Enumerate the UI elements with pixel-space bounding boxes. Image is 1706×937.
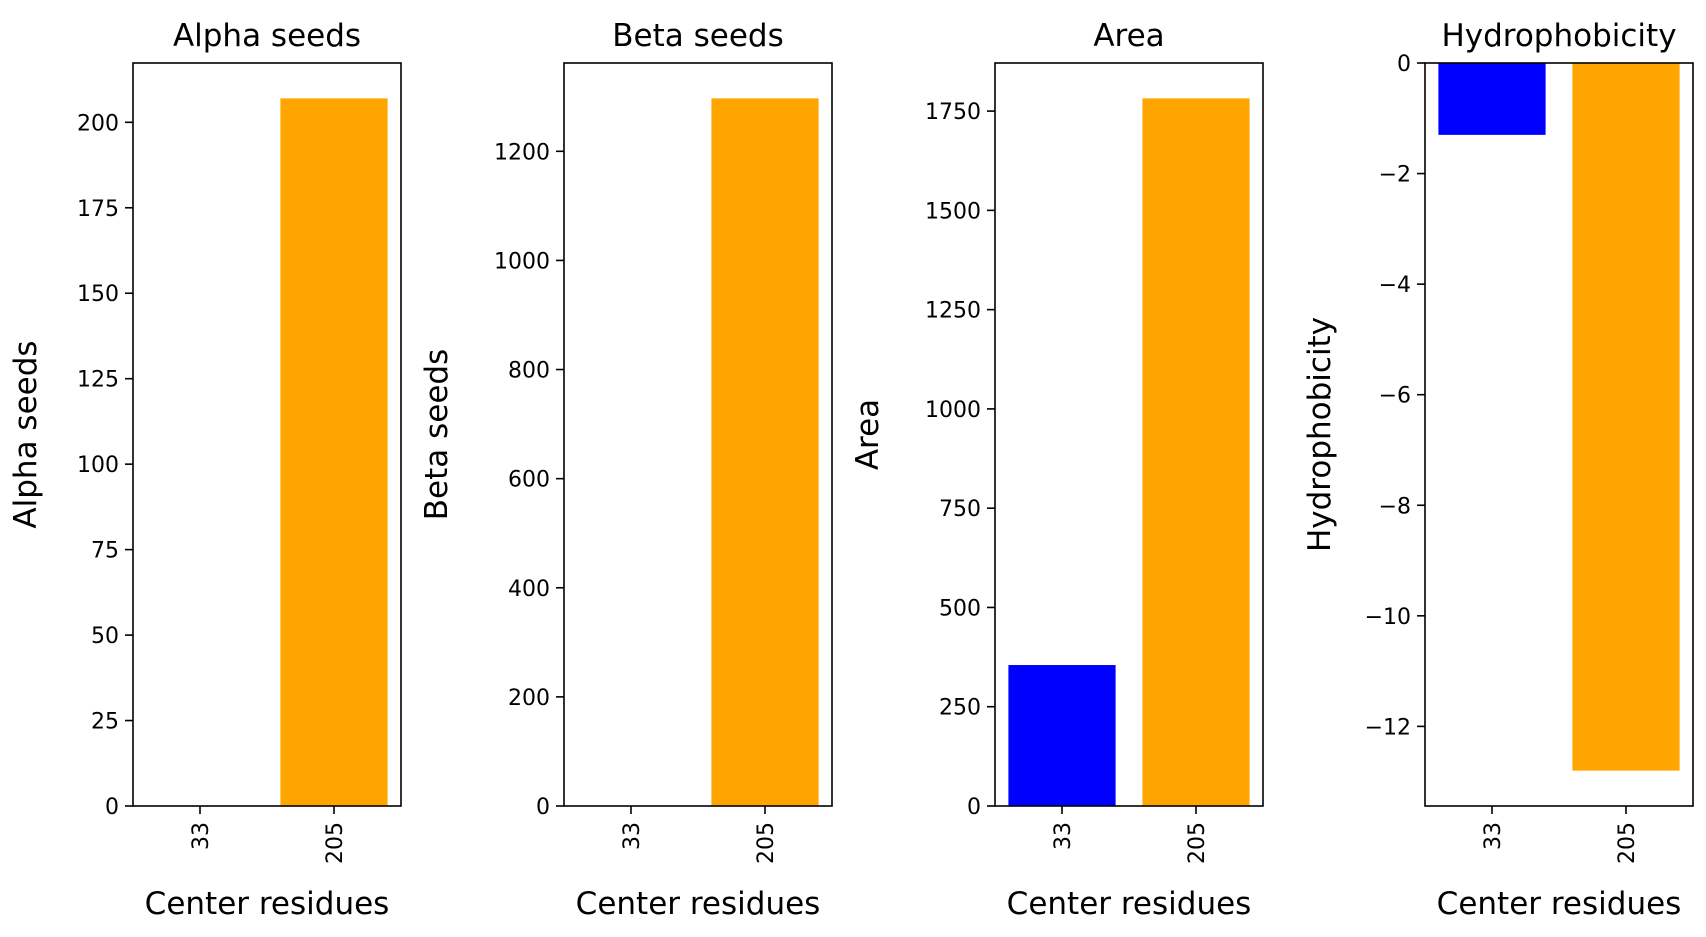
- chart-panel-1: 0 25 50 75 100 125 150 175 200 33 205 Alpha seeds Ce…: [8, 18, 402, 922]
- y-tick-label: 250: [939, 696, 981, 721]
- chart-panel-2: 0 200 400 600 800 1000 1200 33 205 Beta seeds Cent…: [419, 18, 833, 922]
- y-tick-label: 125: [77, 368, 119, 393]
- x-axis-label: Center residues: [1007, 886, 1252, 922]
- chart-title: Alpha seeds: [173, 18, 361, 54]
- y-tick-label: 1200: [494, 140, 550, 165]
- y-tick-label: −4: [1379, 273, 1411, 298]
- x-tick-label: 33: [1481, 822, 1506, 850]
- axes-frame: [563, 62, 833, 807]
- y-axis-label: Hydrophobicity: [1302, 317, 1338, 552]
- x-axis-label: Center residues: [576, 886, 821, 922]
- y-tick-label: 175: [77, 197, 119, 222]
- y-axis-label: Area: [850, 399, 886, 470]
- y-tick-label: −8: [1379, 494, 1411, 519]
- y-tick-label: 1750: [925, 100, 981, 125]
- y-tick-label: 600: [508, 468, 550, 493]
- x-axis-label: Center residues: [145, 886, 390, 922]
- bar-33: [1008, 665, 1116, 806]
- x-axis-label: Center residues: [1437, 886, 1682, 922]
- y-tick-label: 800: [508, 359, 550, 384]
- y-tick-label: 25: [91, 710, 119, 735]
- x-tick-label: 33: [189, 822, 214, 850]
- y-tick-label: 200: [77, 111, 119, 136]
- y-tick-label: −2: [1379, 163, 1411, 188]
- y-axis-label: Alpha seeds: [8, 340, 44, 528]
- x-tick-label: 205: [323, 822, 348, 864]
- y-tick-label: 0: [1397, 52, 1411, 77]
- x-tick-label: 205: [1615, 822, 1640, 864]
- y-tick-label: −10: [1365, 605, 1411, 630]
- chart-title: Beta seeds: [612, 18, 783, 54]
- chart-panel-4: 0 −2 −4 −6 −8 −10 −12 33 205 Hydrophobicity Center…: [1302, 18, 1694, 922]
- y-tick-label: 750: [939, 497, 981, 522]
- y-tick-label: 1000: [925, 398, 981, 423]
- x-tick-label: 33: [1051, 822, 1076, 850]
- bar-205: [1572, 63, 1680, 771]
- y-tick-label: −6: [1379, 384, 1411, 409]
- chart-panel-3: 0 250 500 750 1000 1250 1500 1750 33 205 Area Cente…: [850, 18, 1264, 922]
- x-tick-label: 205: [1185, 822, 1210, 864]
- y-tick-label: 1500: [925, 199, 981, 224]
- y-tick-label: 0: [536, 795, 550, 820]
- bar-205: [1142, 98, 1250, 806]
- y-tick-label: 500: [939, 596, 981, 621]
- y-tick-label: 75: [91, 539, 119, 564]
- x-tick-label: 205: [754, 822, 779, 864]
- y-tick-label: 200: [508, 686, 550, 711]
- y-tick-label: 1000: [494, 249, 550, 274]
- y-tick-label: 150: [77, 282, 119, 307]
- y-tick-label: 100: [77, 453, 119, 478]
- chart-title: Hydrophobicity: [1441, 18, 1676, 54]
- y-axis-label: Beta seeds: [419, 349, 455, 520]
- axes-frame: [994, 62, 1264, 807]
- y-tick-label: 400: [508, 577, 550, 602]
- chart-title: Area: [1093, 18, 1164, 54]
- y-tick-label: 1250: [925, 299, 981, 324]
- axes-frame: [1424, 62, 1694, 807]
- y-tick-label: 0: [967, 795, 981, 820]
- y-tick-label: 50: [91, 624, 119, 649]
- x-tick-label: 33: [620, 822, 645, 850]
- y-tick-label: 0: [105, 795, 119, 820]
- bar-205: [280, 98, 388, 806]
- bar-33: [1438, 63, 1546, 135]
- axes-frame: [132, 62, 402, 807]
- bar-205: [711, 98, 819, 806]
- y-tick-label: −12: [1365, 715, 1411, 740]
